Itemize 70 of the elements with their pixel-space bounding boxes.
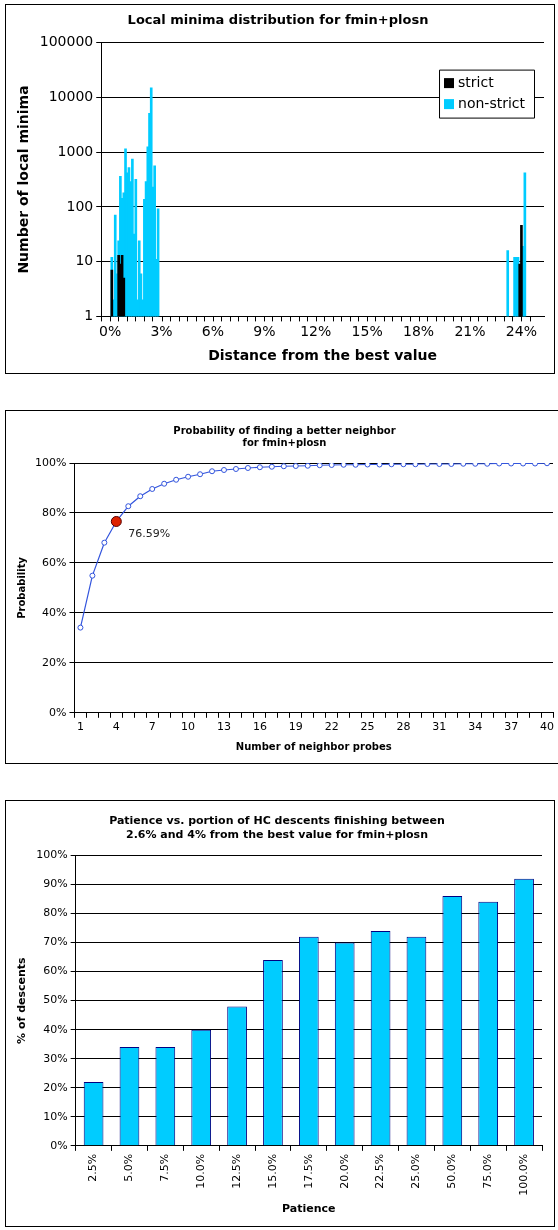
y-tick-label: 80%	[41, 505, 67, 519]
y-axis-title: Probability	[15, 556, 27, 619]
x-tick-label: 13	[217, 720, 231, 734]
x-tick-label: 34	[468, 720, 483, 734]
y-tick-label: 60%	[43, 964, 68, 978]
x-tick-label: 10	[181, 720, 196, 734]
y-tick-label: 10000	[48, 88, 94, 104]
x-tick-label: 6%	[201, 323, 225, 340]
x-axis-title: Patience	[282, 1202, 336, 1216]
y-tick-label: 100000	[39, 33, 94, 50]
x-tick-label: 17.5%	[301, 1153, 315, 1189]
x-tick-label: 10.0%	[194, 1153, 208, 1189]
x-tick-label: 15.0%	[265, 1153, 279, 1189]
x-tick-label: 9%	[253, 323, 276, 340]
x-tick-label: 19	[288, 720, 303, 734]
chart-title: Patience vs. portion of HC descents finishing between 2.6% and 4% from the best value for fmin+plosn	[109, 814, 445, 841]
x-tick-label: 2.5%	[86, 1153, 100, 1182]
y-tick-label: 10%	[43, 1109, 68, 1123]
x-axis-title: Number of neighbor probes	[235, 740, 392, 752]
x-tick-label: 12.5%	[229, 1153, 243, 1189]
x-tick-label: 4	[112, 720, 120, 734]
y-tick-label: 1	[84, 307, 94, 324]
x-tick-label: 22.5%	[373, 1153, 387, 1189]
x-axis-title: Distance from the best value	[208, 347, 438, 364]
y-tick-label: 0%	[48, 705, 67, 719]
y-tick-label: 10	[75, 252, 94, 269]
x-tick-label: 15%	[351, 323, 383, 340]
y-tick-label: 100	[66, 197, 94, 214]
x-tick-label: 100.0%	[516, 1153, 530, 1196]
x-tick-label: 22	[324, 720, 339, 734]
y-tick-label: 70%	[43, 935, 68, 949]
y-tick-label: 100%	[34, 455, 67, 469]
chart-title: Probability of finding a better neighbor for fmin+plosn	[173, 424, 396, 448]
x-tick-label: 0%	[98, 323, 122, 340]
y-tick-label: 40%	[41, 605, 67, 619]
y-tick-label: 100%	[36, 848, 68, 862]
y-tick-label: 80%	[43, 906, 68, 920]
x-tick-label: 3%	[150, 323, 173, 340]
legend-label: non-strict	[458, 94, 526, 111]
y-tick-label: 50%	[43, 993, 68, 1007]
x-tick-label: 24%	[505, 323, 537, 340]
x-tick-label: 7	[148, 720, 156, 734]
x-tick-label: 75.0%	[481, 1153, 495, 1189]
x-tick-label: 5.0%	[122, 1153, 136, 1182]
y-tick-label: 90%	[43, 877, 68, 891]
x-tick-label: 18%	[403, 323, 435, 340]
x-tick-label: 7.5%	[158, 1153, 172, 1182]
x-tick-label: 25.0%	[409, 1153, 423, 1189]
x-tick-label: 37	[504, 720, 519, 734]
y-tick-label: 20%	[41, 655, 67, 669]
x-tick-label: 16	[252, 720, 267, 734]
y-axis-title: % of descents	[15, 956, 29, 1044]
y-tick-label: 60%	[41, 555, 67, 569]
chart-title: Local minima distribution for fmin+plosn	[127, 12, 429, 28]
x-tick-label: 40	[540, 720, 555, 734]
x-tick-label: 31	[432, 720, 447, 734]
legend-label: strict	[458, 73, 495, 90]
y-tick-label: 20%	[43, 1080, 68, 1094]
annotation: 76.59%	[128, 527, 171, 541]
y-tick-label: 40%	[43, 1022, 68, 1036]
x-tick-label: 25	[360, 720, 375, 734]
y-tick-label: 30%	[43, 1051, 68, 1065]
y-tick-label: 0%	[50, 1138, 68, 1152]
x-tick-label: 21%	[454, 323, 486, 340]
x-tick-label: 20.0%	[337, 1153, 351, 1189]
x-tick-label: 12%	[300, 323, 332, 340]
x-tick-label: 50.0%	[445, 1153, 459, 1189]
x-tick-label: 28	[396, 720, 411, 734]
y-tick-label: 1000	[57, 142, 94, 159]
y-axis-title: Number of local minima	[15, 85, 32, 274]
